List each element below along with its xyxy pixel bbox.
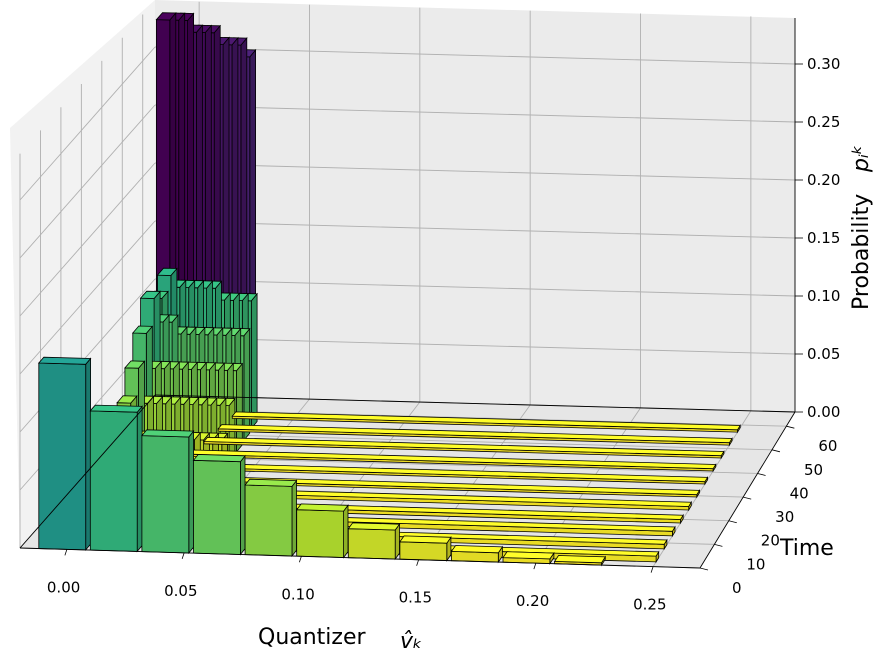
- grid-line: [652, 410, 752, 567]
- bar: [502, 551, 555, 565]
- y-tick-label: 60: [818, 437, 837, 455]
- x-tick-label: 0.00: [47, 578, 80, 596]
- back-pane: [155, 0, 795, 412]
- y-tick-mark: [757, 473, 766, 476]
- z-tick-label: 0.15: [807, 229, 840, 247]
- z-tick-label: 0.00: [807, 403, 840, 421]
- bar: [141, 429, 195, 555]
- x-tick-mark: [533, 563, 537, 570]
- x-tick-label: 0.25: [633, 596, 666, 614]
- grid-line: [154, 162, 796, 181]
- y-tick-label: 0: [732, 579, 742, 597]
- bar: [553, 555, 607, 567]
- grid-line: [19, 220, 156, 375]
- y-axis-label: Time: [779, 536, 834, 561]
- axis-line: [19, 547, 701, 569]
- axes: 0.00 0.05 0.10 0.15 0.20 0.25 010 20 30 40 50 60 0.0…: [19, 18, 840, 614]
- bar: [174, 462, 709, 486]
- y-tick-mark: [771, 449, 781, 453]
- y-tick-label: 10: [746, 555, 765, 573]
- z-axis-label-symbol: pᵢᵏ: [849, 145, 874, 173]
- x-tick-label: 0.05: [164, 582, 197, 600]
- bar: [244, 478, 298, 558]
- bar: [217, 424, 733, 447]
- y-tick-label: 20: [761, 532, 780, 550]
- bar: [192, 454, 246, 556]
- z-tick-label: 0.25: [807, 113, 840, 131]
- grid-line: [154, 336, 796, 355]
- grid-line: [19, 162, 156, 317]
- bars: [37, 11, 741, 567]
- y-tick-mark: [743, 496, 752, 500]
- bar: [450, 545, 504, 564]
- x-tick-mark: [64, 549, 68, 556]
- x-tick-mark: [650, 566, 654, 573]
- bar: [37, 356, 92, 551]
- bar: [89, 404, 143, 553]
- z-tick-label: 0.30: [807, 55, 840, 73]
- grid-line: [154, 220, 796, 239]
- x-tick-label: 0.20: [516, 592, 549, 610]
- x-tick-mark: [181, 552, 185, 559]
- grid-line: [154, 104, 796, 123]
- bar: [399, 535, 452, 562]
- z-axis-label: Probability: [849, 194, 874, 310]
- z-tick-label: 0.05: [807, 345, 840, 363]
- x-tick-label: 0.10: [281, 585, 314, 603]
- z-axis-label-group: Probability pᵢᵏ: [849, 145, 874, 310]
- x-axis-label: Quantizer: [258, 625, 367, 650]
- axis-line: [154, 394, 796, 413]
- z-tick-label: 0.20: [807, 171, 840, 189]
- bar: [295, 503, 349, 559]
- y-tick-mark: [786, 425, 795, 429]
- grid-line: [154, 278, 796, 297]
- y-tick-mark: [714, 543, 723, 547]
- y-tick-mark: [699, 567, 709, 571]
- grid-line: [19, 46, 156, 201]
- grid-line: [154, 46, 796, 65]
- z-tick-label: 0.10: [807, 287, 840, 305]
- grid-line: [19, 104, 156, 259]
- bar: [203, 436, 725, 460]
- x-axis-label-symbol: v̂ₖ: [400, 629, 422, 654]
- axis-line: [699, 411, 796, 569]
- x-tick-mark: [298, 556, 302, 563]
- x-tick-label: 0.15: [399, 589, 432, 607]
- y-tick-label: 50: [804, 461, 823, 479]
- y-tick-label: 30: [775, 508, 794, 526]
- bar: [231, 411, 741, 434]
- axis-line: [19, 394, 156, 549]
- y-tick-mark: [728, 520, 737, 524]
- bar: [347, 522, 401, 561]
- x-tick-mark: [416, 559, 420, 566]
- y-tick-label: 40: [790, 484, 809, 502]
